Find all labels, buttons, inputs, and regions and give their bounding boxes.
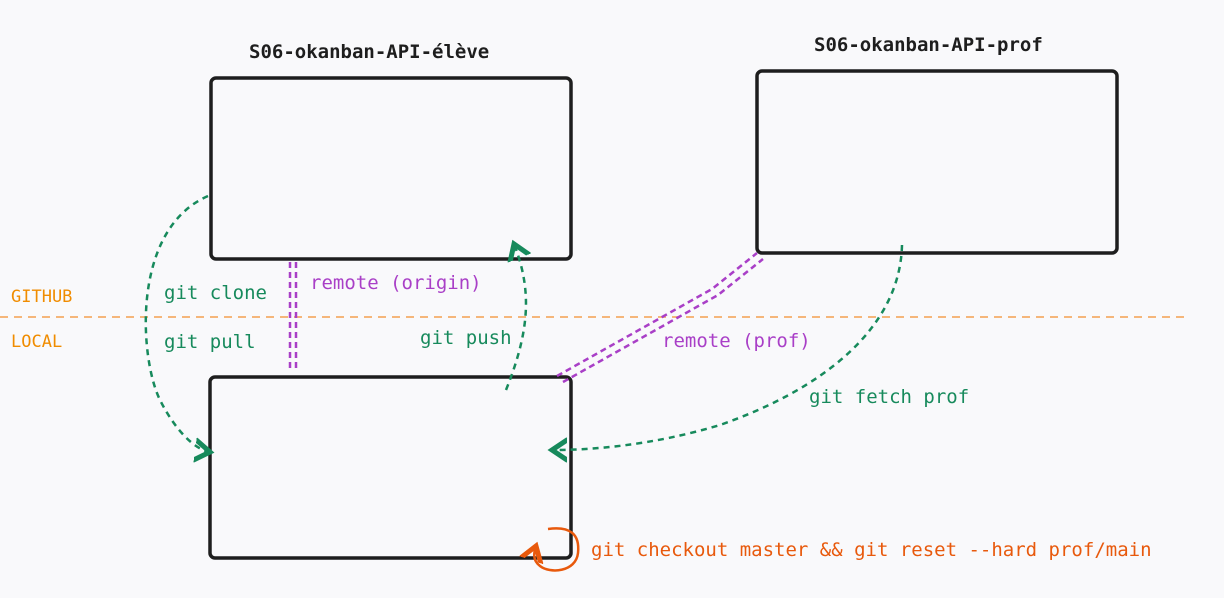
student-repo-title: S06-okanban-API-élève [249, 41, 490, 63]
fetch-prof-arrow [552, 244, 904, 450]
clone-pull-arrow [144, 194, 210, 452]
push-arrow [504, 244, 526, 391]
zone-label-local: LOCAL [11, 332, 63, 352]
clone-label: git clone [164, 282, 267, 304]
teacher-repo-box [755, 69, 1119, 255]
fetch-prof-label: git fetch prof [809, 386, 970, 408]
pull-label: git pull [164, 331, 256, 353]
remote-origin-link [288, 262, 298, 372]
reset-loop-arrow [534, 527, 580, 572]
remote-origin-label: remote (origin) [310, 272, 482, 294]
teacher-repo-title: S06-okanban-API-prof [814, 34, 1043, 56]
zone-label-github: GITHUB [11, 287, 73, 307]
remote-prof-label: remote (prof) [662, 330, 811, 352]
push-label: git push [420, 327, 512, 349]
student-repo-box [209, 76, 573, 261]
local-repo-box [208, 375, 573, 560]
reset-command-label: git checkout master && git reset --hard … [591, 539, 1152, 561]
